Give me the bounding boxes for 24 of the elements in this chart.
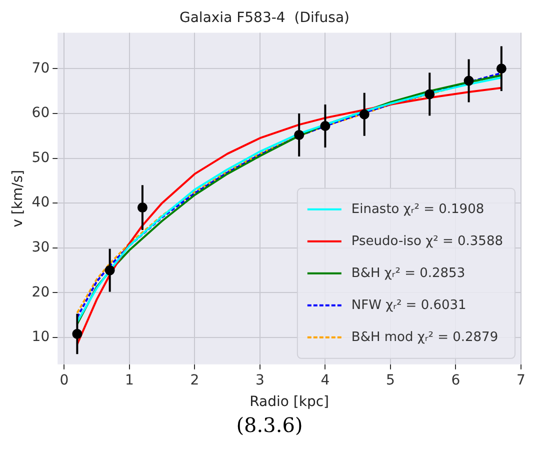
y-tick-label: 30 — [32, 240, 50, 256]
y-tick-label: 40 — [32, 194, 50, 211]
x-tick-label: 4 — [320, 372, 330, 388]
x-tick-label: 1 — [124, 372, 134, 388]
x-tick-label: 7 — [516, 372, 526, 388]
legend-label: Pseudo-iso χ² = 0.3588 — [351, 234, 504, 249]
legend-label: B&H mod χᵣ² = 0.2879 — [351, 330, 498, 345]
x-tick-label: 5 — [386, 372, 395, 388]
y-tick-label: 50 — [32, 150, 50, 166]
legend-label: Einasto χᵣ² = 0.1908 — [351, 202, 484, 217]
text: (8.3.6) — [235, 413, 304, 437]
y-tick-label: 70 — [32, 60, 50, 76]
y-tick-label: 60 — [32, 105, 50, 122]
legend-label: NFW χᵣ² = 0.6031 — [351, 298, 466, 313]
x-tick-label: 0 — [60, 372, 69, 388]
x-tick-label: 6 — [451, 372, 460, 388]
legend-label: B&H χᵣ² = 0.2853 — [351, 266, 466, 281]
y-tick-label: 10 — [32, 329, 50, 346]
y-axis-title: v [km/s] — [10, 170, 26, 228]
y-tick-label: 20 — [32, 284, 50, 300]
x-tick-label: 3 — [255, 372, 264, 388]
x-tick-label: 2 — [190, 372, 200, 388]
chart-title: Galaxia F583-4 (Difusa) — [179, 10, 350, 26]
x-axis-title: Radio [kpc] — [250, 394, 330, 410]
